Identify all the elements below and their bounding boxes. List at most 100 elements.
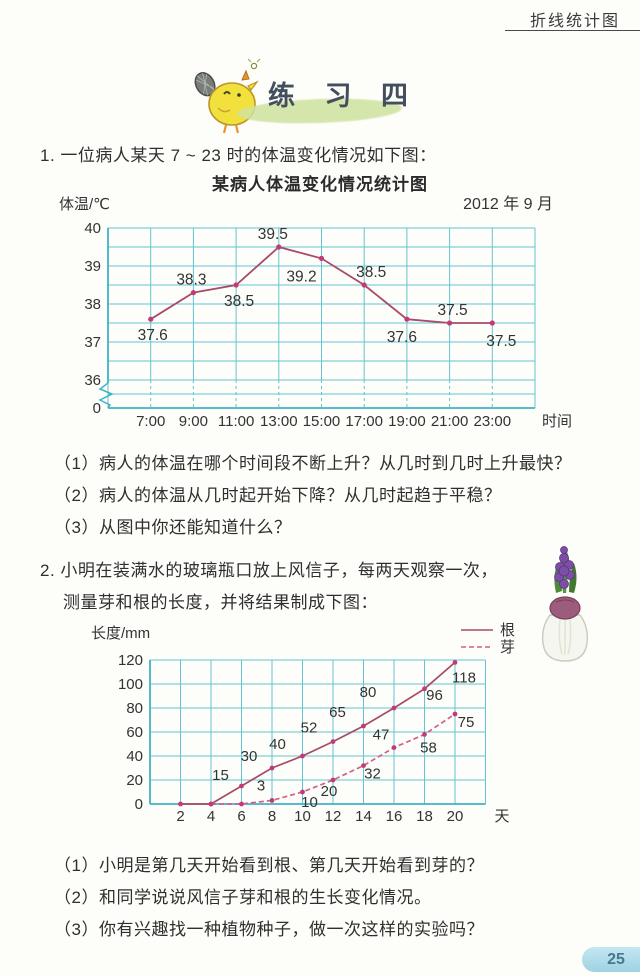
- svg-text:6: 6: [237, 808, 245, 825]
- data-point: [318, 255, 325, 261]
- data-label: 39.5: [258, 226, 288, 243]
- data-label: 38.3: [176, 272, 206, 289]
- svg-text:9:00: 9:00: [179, 413, 208, 430]
- data-label: 80: [360, 684, 377, 701]
- data-label: 15: [212, 767, 229, 784]
- data-label: 118: [452, 669, 476, 686]
- svg-text:12: 12: [325, 808, 342, 825]
- question-item: （2）和同学说说风信子芽和根的生长变化情况。: [54, 888, 432, 907]
- data-point: [447, 320, 453, 326]
- svg-text:8: 8: [268, 808, 276, 825]
- question-item: （3）你有兴趣找一种植物种子，做一次这样的实验吗？: [54, 920, 484, 939]
- svg-text:15:00: 15:00: [303, 413, 341, 430]
- question-item: （2）病人的体温从几时起开始下降？从几时起趋于平稳？: [54, 486, 502, 505]
- chart2-value-labels: 15 30 40 52 65 80 96 118: [212, 669, 476, 784]
- chart2-points: [178, 660, 458, 807]
- data-label: 40: [269, 736, 286, 753]
- data-label: 47: [373, 727, 390, 744]
- question-item: （3）从图中你还能知道什么？: [54, 518, 292, 537]
- data-label: 39.2: [286, 268, 316, 285]
- svg-text:2: 2: [176, 808, 184, 825]
- chart1-value-labels: 37.6 38.3 38.5 39.5 39.2 38.5 37.6 37.5 37.5: [138, 226, 517, 350]
- svg-text:40: 40: [84, 220, 101, 237]
- date-note: 2012 年 9 月: [463, 195, 553, 213]
- question-item: （1）病人的体温在哪个时间段不断上升？从几时到几时上升最快？: [54, 454, 572, 473]
- problem2-text-line1: 2. 小明在装满水的玻璃瓶口放上风信子，每两天观察一次，: [40, 561, 498, 580]
- header-underline: [505, 30, 640, 31]
- data-point: [233, 282, 239, 288]
- data-point: [361, 723, 366, 729]
- temperature-chart: 40 39 38 37 36 0 7:00 9:00 11:00 13:00 15:00 17:00 1…: [59, 195, 572, 430]
- root-line: [180, 661, 456, 805]
- legend-label: 芽: [500, 639, 515, 656]
- data-point: [361, 763, 366, 768]
- data-label: 30: [241, 748, 258, 765]
- data-point: [422, 686, 427, 692]
- svg-text:20: 20: [126, 772, 143, 789]
- svg-text:40: 40: [126, 748, 143, 765]
- svg-text:37: 37: [84, 334, 101, 351]
- data-label: 38.5: [224, 293, 254, 310]
- svg-text:38: 38: [84, 296, 101, 313]
- svg-text:23:00: 23:00: [474, 413, 512, 430]
- chart1-points: [148, 244, 495, 326]
- data-label: 37.5: [438, 302, 468, 319]
- data-label: 20: [321, 783, 338, 800]
- data-label: 37.6: [387, 329, 417, 346]
- data-label: 10: [301, 794, 318, 811]
- data-point: [190, 290, 196, 296]
- data-point: [269, 765, 275, 771]
- data-point: [330, 777, 336, 783]
- svg-text:39: 39: [84, 258, 101, 275]
- data-point: [269, 798, 275, 803]
- svg-text:13:00: 13:00: [260, 413, 298, 430]
- data-point: [391, 705, 397, 711]
- chart1-grid: [98, 227, 536, 409]
- hyacinth-photo: [541, 546, 589, 662]
- svg-text:60: 60: [126, 724, 143, 741]
- svg-text:19:00: 19:00: [388, 413, 426, 430]
- legend-label: 根: [500, 622, 515, 639]
- chart1-ticks: 40 39 38 37 36 0 7:00 9:00 11:00 13:00 15:00 17:00 1…: [59, 195, 572, 430]
- chart2-ticks: 120 100 80 60 40 20 0 2 4 6 8 10 12 14 16 18 20 天 长度/mm: [91, 625, 510, 825]
- bud-line: [211, 713, 456, 805]
- chart2-points: [208, 711, 458, 807]
- data-point: [330, 739, 336, 744]
- y-axis-label: 长度/mm: [91, 625, 150, 642]
- data-label: 37.6: [138, 327, 168, 344]
- data-label: 65: [329, 704, 346, 721]
- svg-text:18: 18: [416, 808, 433, 825]
- data-point: [239, 783, 244, 789]
- data-label: 52: [301, 720, 318, 737]
- data-point: [148, 316, 154, 322]
- svg-text:11:00: 11:00: [218, 413, 254, 430]
- problem2-text-line2: 测量芽和根的长度，并将结果制成下图：: [63, 593, 378, 612]
- question-item: （1）小明是第几天开始看到根、第几天开始看到芽的？: [54, 856, 484, 875]
- svg-text:14: 14: [355, 808, 372, 825]
- data-point: [422, 732, 427, 737]
- x-axis-unit: 天: [495, 808, 510, 825]
- svg-text:16: 16: [386, 808, 403, 825]
- svg-text:36: 36: [84, 372, 101, 389]
- data-point: [452, 660, 458, 665]
- data-point: [361, 282, 367, 288]
- data-point: [178, 801, 183, 807]
- svg-text:10: 10: [294, 808, 311, 825]
- problem1-text: 1. 一位病人某天 7 ~ 23 时的体温变化情况如下图：: [40, 146, 437, 165]
- exercise-title: 练 习 四: [268, 81, 420, 111]
- data-label: 38.5: [356, 264, 386, 281]
- svg-text:7:00: 7:00: [136, 413, 165, 430]
- chart2-grid: [149, 659, 486, 805]
- data-label: 32: [364, 766, 381, 783]
- svg-text:0: 0: [93, 400, 101, 417]
- data-point: [300, 753, 305, 759]
- data-label: 58: [420, 739, 437, 756]
- svg-text:4: 4: [207, 808, 215, 825]
- data-label: 75: [458, 714, 475, 731]
- data-point: [208, 801, 214, 807]
- page-number-badge: 25: [582, 947, 640, 972]
- data-point: [452, 711, 458, 717]
- data-label: 3: [257, 777, 265, 794]
- svg-text:17:00: 17:00: [345, 413, 383, 430]
